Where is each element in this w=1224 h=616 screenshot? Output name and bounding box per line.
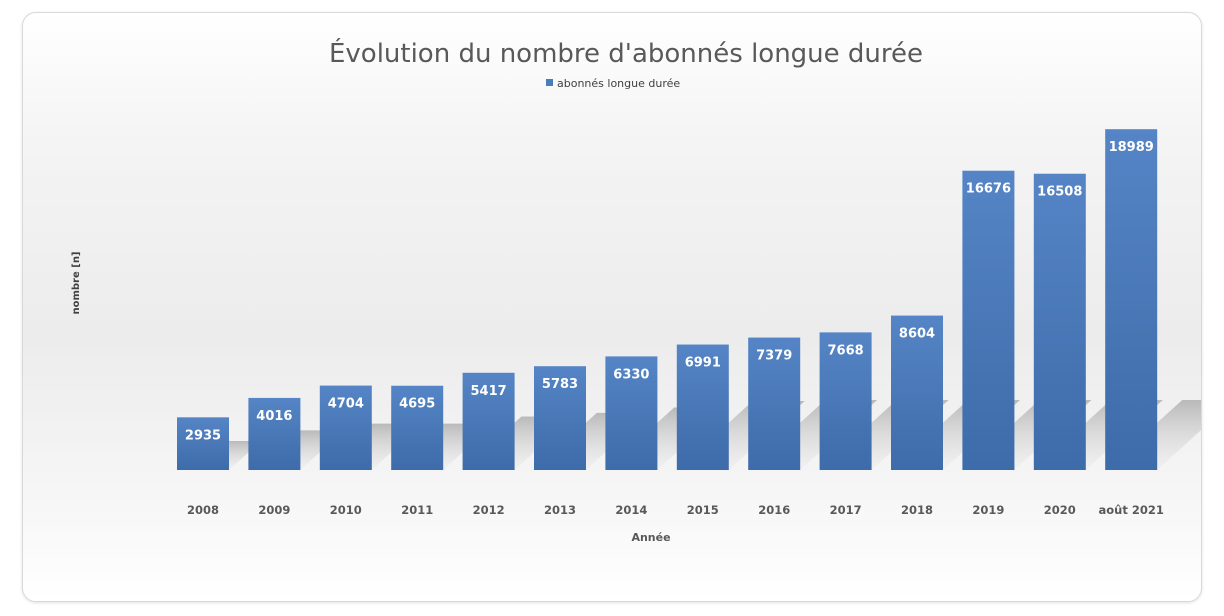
x-tick-label: 2013 (544, 503, 576, 517)
bar (248, 397, 301, 470)
bar (819, 332, 872, 470)
data-label: 5417 (471, 384, 507, 399)
x-tick-label: 2015 (687, 503, 719, 517)
data-label: 5783 (542, 377, 578, 392)
data-label: 16676 (966, 182, 1011, 197)
bar (462, 372, 515, 470)
data-label: 4016 (256, 409, 292, 424)
data-label: 16508 (1037, 185, 1082, 200)
bar (605, 356, 658, 470)
legend-swatch (546, 79, 553, 86)
bar-chart: Évolution du nombre d'abonnés longue dur… (71, 37, 1201, 544)
x-tick-label: 2018 (901, 503, 933, 517)
x-tick-labels: 2008 2009 2010 2011 2012 2013 2014 2015 2016 2017… (187, 503, 1164, 517)
bar (1033, 173, 1086, 470)
bar (1105, 129, 1158, 470)
x-tick-label: 2008 (187, 503, 219, 517)
bar (177, 417, 229, 470)
x-tick-label: 2009 (258, 503, 290, 517)
legend-label: abonnés longue durée (557, 77, 680, 90)
chart-frame: Évolution du nombre d'abonnés longue dur… (22, 12, 1202, 602)
x-tick-label: 2011 (401, 503, 433, 517)
chart-title: Évolution du nombre d'abonnés longue dur… (329, 37, 923, 69)
chart-legend: abonnés longue durée (546, 77, 680, 90)
x-tick-label: 2019 (972, 503, 1004, 517)
data-label: 7668 (828, 343, 864, 358)
bar (319, 385, 372, 470)
bar (676, 344, 729, 470)
x-tick-label: 2017 (830, 503, 862, 517)
bar (534, 366, 586, 470)
bars (177, 129, 1158, 470)
x-tick-label: 2020 (1044, 503, 1076, 517)
bar (748, 337, 801, 470)
x-tick-label: 2016 (758, 503, 790, 517)
data-label: 18989 (1109, 140, 1154, 155)
data-label: 4695 (399, 397, 435, 412)
x-tick-label: 2014 (615, 503, 647, 517)
x-tick-label: août 2021 (1099, 503, 1164, 517)
data-label: 4704 (328, 397, 364, 412)
data-label: 8604 (899, 327, 935, 342)
data-label: 2935 (185, 428, 221, 443)
y-axis-label: nombre [n] (71, 251, 82, 314)
x-axis-label: Année (631, 531, 670, 544)
data-labels: 2935 4016 4704 4695 5417 5783 6330 6991 7379 7668… (185, 140, 1154, 443)
x-tick-label: 2010 (330, 503, 362, 517)
bar (891, 315, 943, 470)
bar (391, 385, 444, 470)
data-label: 6991 (685, 356, 721, 371)
data-label: 6330 (613, 367, 649, 382)
x-tick-label: 2012 (473, 503, 505, 517)
bar (962, 170, 1015, 470)
data-label: 7379 (756, 349, 792, 364)
